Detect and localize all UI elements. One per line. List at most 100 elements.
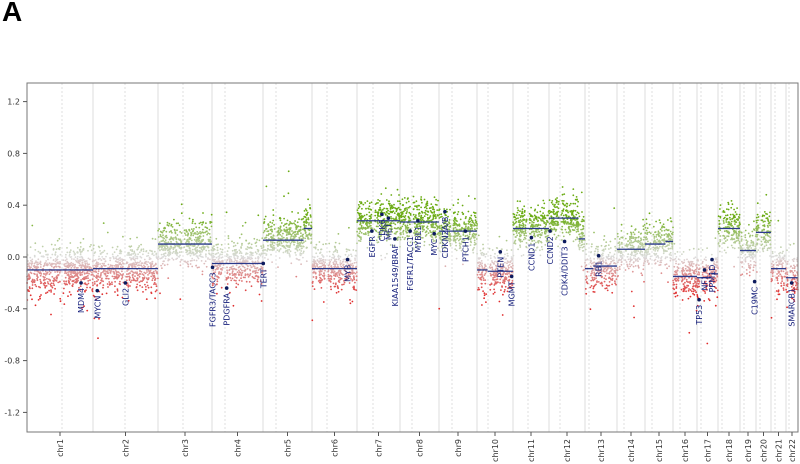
probe-point	[585, 253, 588, 256]
probe-point	[398, 200, 401, 203]
probe-point	[185, 240, 188, 243]
probe-point	[39, 251, 42, 254]
probe-point	[602, 252, 604, 255]
probe-point	[292, 235, 295, 238]
probe-point	[360, 231, 363, 234]
probe-point	[75, 259, 77, 262]
probe-point	[283, 228, 286, 231]
probe-point	[565, 231, 568, 234]
probe-point	[201, 240, 203, 243]
probe-point	[108, 269, 111, 272]
probe-point	[358, 232, 361, 235]
probe-point	[127, 273, 130, 275]
probe-point	[192, 218, 194, 221]
probe-point	[286, 241, 288, 244]
probe-point	[482, 279, 485, 281]
probe-point	[203, 248, 206, 250]
probe-point	[592, 287, 595, 290]
probe-point	[210, 240, 212, 243]
probe-point	[79, 273, 82, 276]
probe-point	[50, 289, 52, 292]
probe-point	[518, 225, 521, 228]
probe-point	[333, 278, 336, 280]
probe-point	[300, 250, 303, 252]
probe-point	[88, 266, 91, 268]
probe-point	[605, 284, 608, 287]
probe-point	[418, 208, 420, 211]
probe-point	[577, 224, 580, 227]
probe-point	[140, 270, 143, 273]
probe-point	[407, 200, 410, 203]
probe-point	[395, 210, 398, 213]
probe-point	[412, 195, 415, 198]
probe-point	[481, 271, 484, 273]
probe-point	[235, 286, 238, 289]
probe-point	[288, 254, 291, 257]
probe-point	[66, 283, 68, 286]
probe-point	[496, 255, 499, 257]
probe-point	[57, 281, 60, 284]
probe-point	[246, 264, 249, 267]
probe-point	[476, 227, 478, 230]
probe-point	[373, 228, 376, 231]
probe-point	[121, 276, 124, 278]
probe-point	[427, 232, 430, 235]
probe-point	[190, 232, 193, 235]
probe-point	[305, 247, 308, 249]
probe-point	[269, 229, 272, 231]
probe-point	[127, 299, 130, 302]
probe-point	[427, 228, 429, 230]
probe-point	[221, 253, 223, 256]
probe-point	[579, 223, 582, 226]
probe-point	[581, 246, 584, 249]
probe-point	[327, 273, 330, 276]
probe-point	[199, 253, 202, 256]
probe-point	[44, 286, 47, 289]
probe-point	[138, 245, 141, 247]
probe-point	[518, 239, 521, 242]
probe-point	[244, 289, 247, 292]
probe-point	[111, 253, 114, 256]
probe-point	[474, 228, 476, 231]
probe-point	[605, 262, 608, 265]
probe-point	[589, 286, 592, 289]
probe-point	[82, 238, 85, 240]
probe-point	[522, 254, 525, 256]
probe-point	[77, 260, 80, 262]
probe-point	[76, 251, 79, 254]
probe-point	[131, 279, 133, 282]
probe-point	[355, 289, 358, 291]
probe-point	[147, 286, 150, 289]
probe-point	[126, 284, 128, 286]
probe-point	[143, 271, 146, 274]
probe-point	[178, 246, 181, 249]
probe-point	[150, 271, 153, 274]
probe-point	[204, 226, 207, 229]
probe-point	[481, 251, 484, 254]
probe-point	[604, 274, 607, 277]
probe-point	[525, 221, 527, 223]
probe-point	[136, 274, 139, 277]
probe-point	[453, 231, 456, 234]
probe-point	[230, 258, 233, 261]
probe-point	[118, 271, 120, 274]
probe-point	[569, 210, 572, 213]
probe-point	[287, 192, 290, 195]
probe-point	[157, 229, 160, 232]
probe-point	[147, 274, 149, 276]
probe-point	[420, 210, 423, 213]
probe-point	[278, 232, 281, 234]
probe-point	[561, 212, 563, 215]
probe-point	[103, 258, 106, 260]
probe-point	[293, 222, 295, 225]
probe-point	[285, 222, 288, 225]
probe-point	[34, 283, 37, 286]
probe-point	[155, 285, 158, 288]
probe-point	[42, 282, 45, 285]
probe-point	[288, 252, 290, 255]
probe-point	[311, 255, 314, 258]
probe-point	[133, 279, 136, 281]
probe-point	[76, 290, 79, 293]
probe-point	[278, 217, 281, 220]
probe-point	[125, 262, 128, 265]
